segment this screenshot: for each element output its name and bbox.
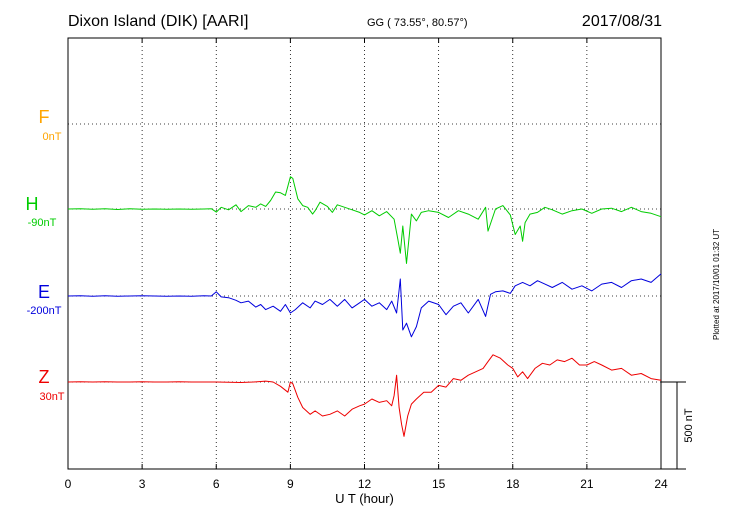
component-baseline-f: 0nT bbox=[42, 131, 62, 143]
x-tick-label: 6 bbox=[213, 477, 220, 491]
series-line-z bbox=[67, 354, 662, 437]
scale-bar: 500 nT bbox=[661, 381, 695, 470]
x-tick-label: 21 bbox=[580, 477, 594, 491]
station-title: Dixon Island (DIK) [AARI] bbox=[68, 13, 249, 30]
component-baseline-z: 30nT bbox=[39, 391, 65, 403]
x-tick-label: 18 bbox=[506, 477, 520, 491]
grid bbox=[68, 38, 661, 469]
chart-date: 2017/08/31 bbox=[581, 13, 662, 30]
station-coordinates: GG ( 73.55°, 80.57°) bbox=[367, 17, 468, 29]
series-line-h bbox=[67, 176, 662, 264]
scale-bar-label: 500 nT bbox=[683, 408, 695, 443]
series-group bbox=[67, 176, 662, 437]
component-baseline-e: -200nT bbox=[26, 305, 62, 317]
component-label-f: F bbox=[38, 107, 50, 127]
x-tick-label: 3 bbox=[139, 477, 146, 491]
x-tick-label: 24 bbox=[654, 477, 668, 491]
component-label-z: Z bbox=[38, 367, 50, 387]
component-baseline-h: -90nT bbox=[27, 217, 57, 229]
series-line-e bbox=[67, 273, 662, 338]
x-axis: 0 3 6 9 12 15 18 21 24 U T (hour) bbox=[65, 38, 668, 506]
component-label-h: H bbox=[25, 194, 39, 214]
x-tick-label: 12 bbox=[358, 477, 372, 491]
x-tick-label: 0 bbox=[65, 477, 72, 491]
x-tick-label: 15 bbox=[432, 477, 446, 491]
component-label-e: E bbox=[37, 282, 50, 302]
x-axis-title: U T (hour) bbox=[335, 491, 394, 506]
x-tick-label: 9 bbox=[287, 477, 294, 491]
